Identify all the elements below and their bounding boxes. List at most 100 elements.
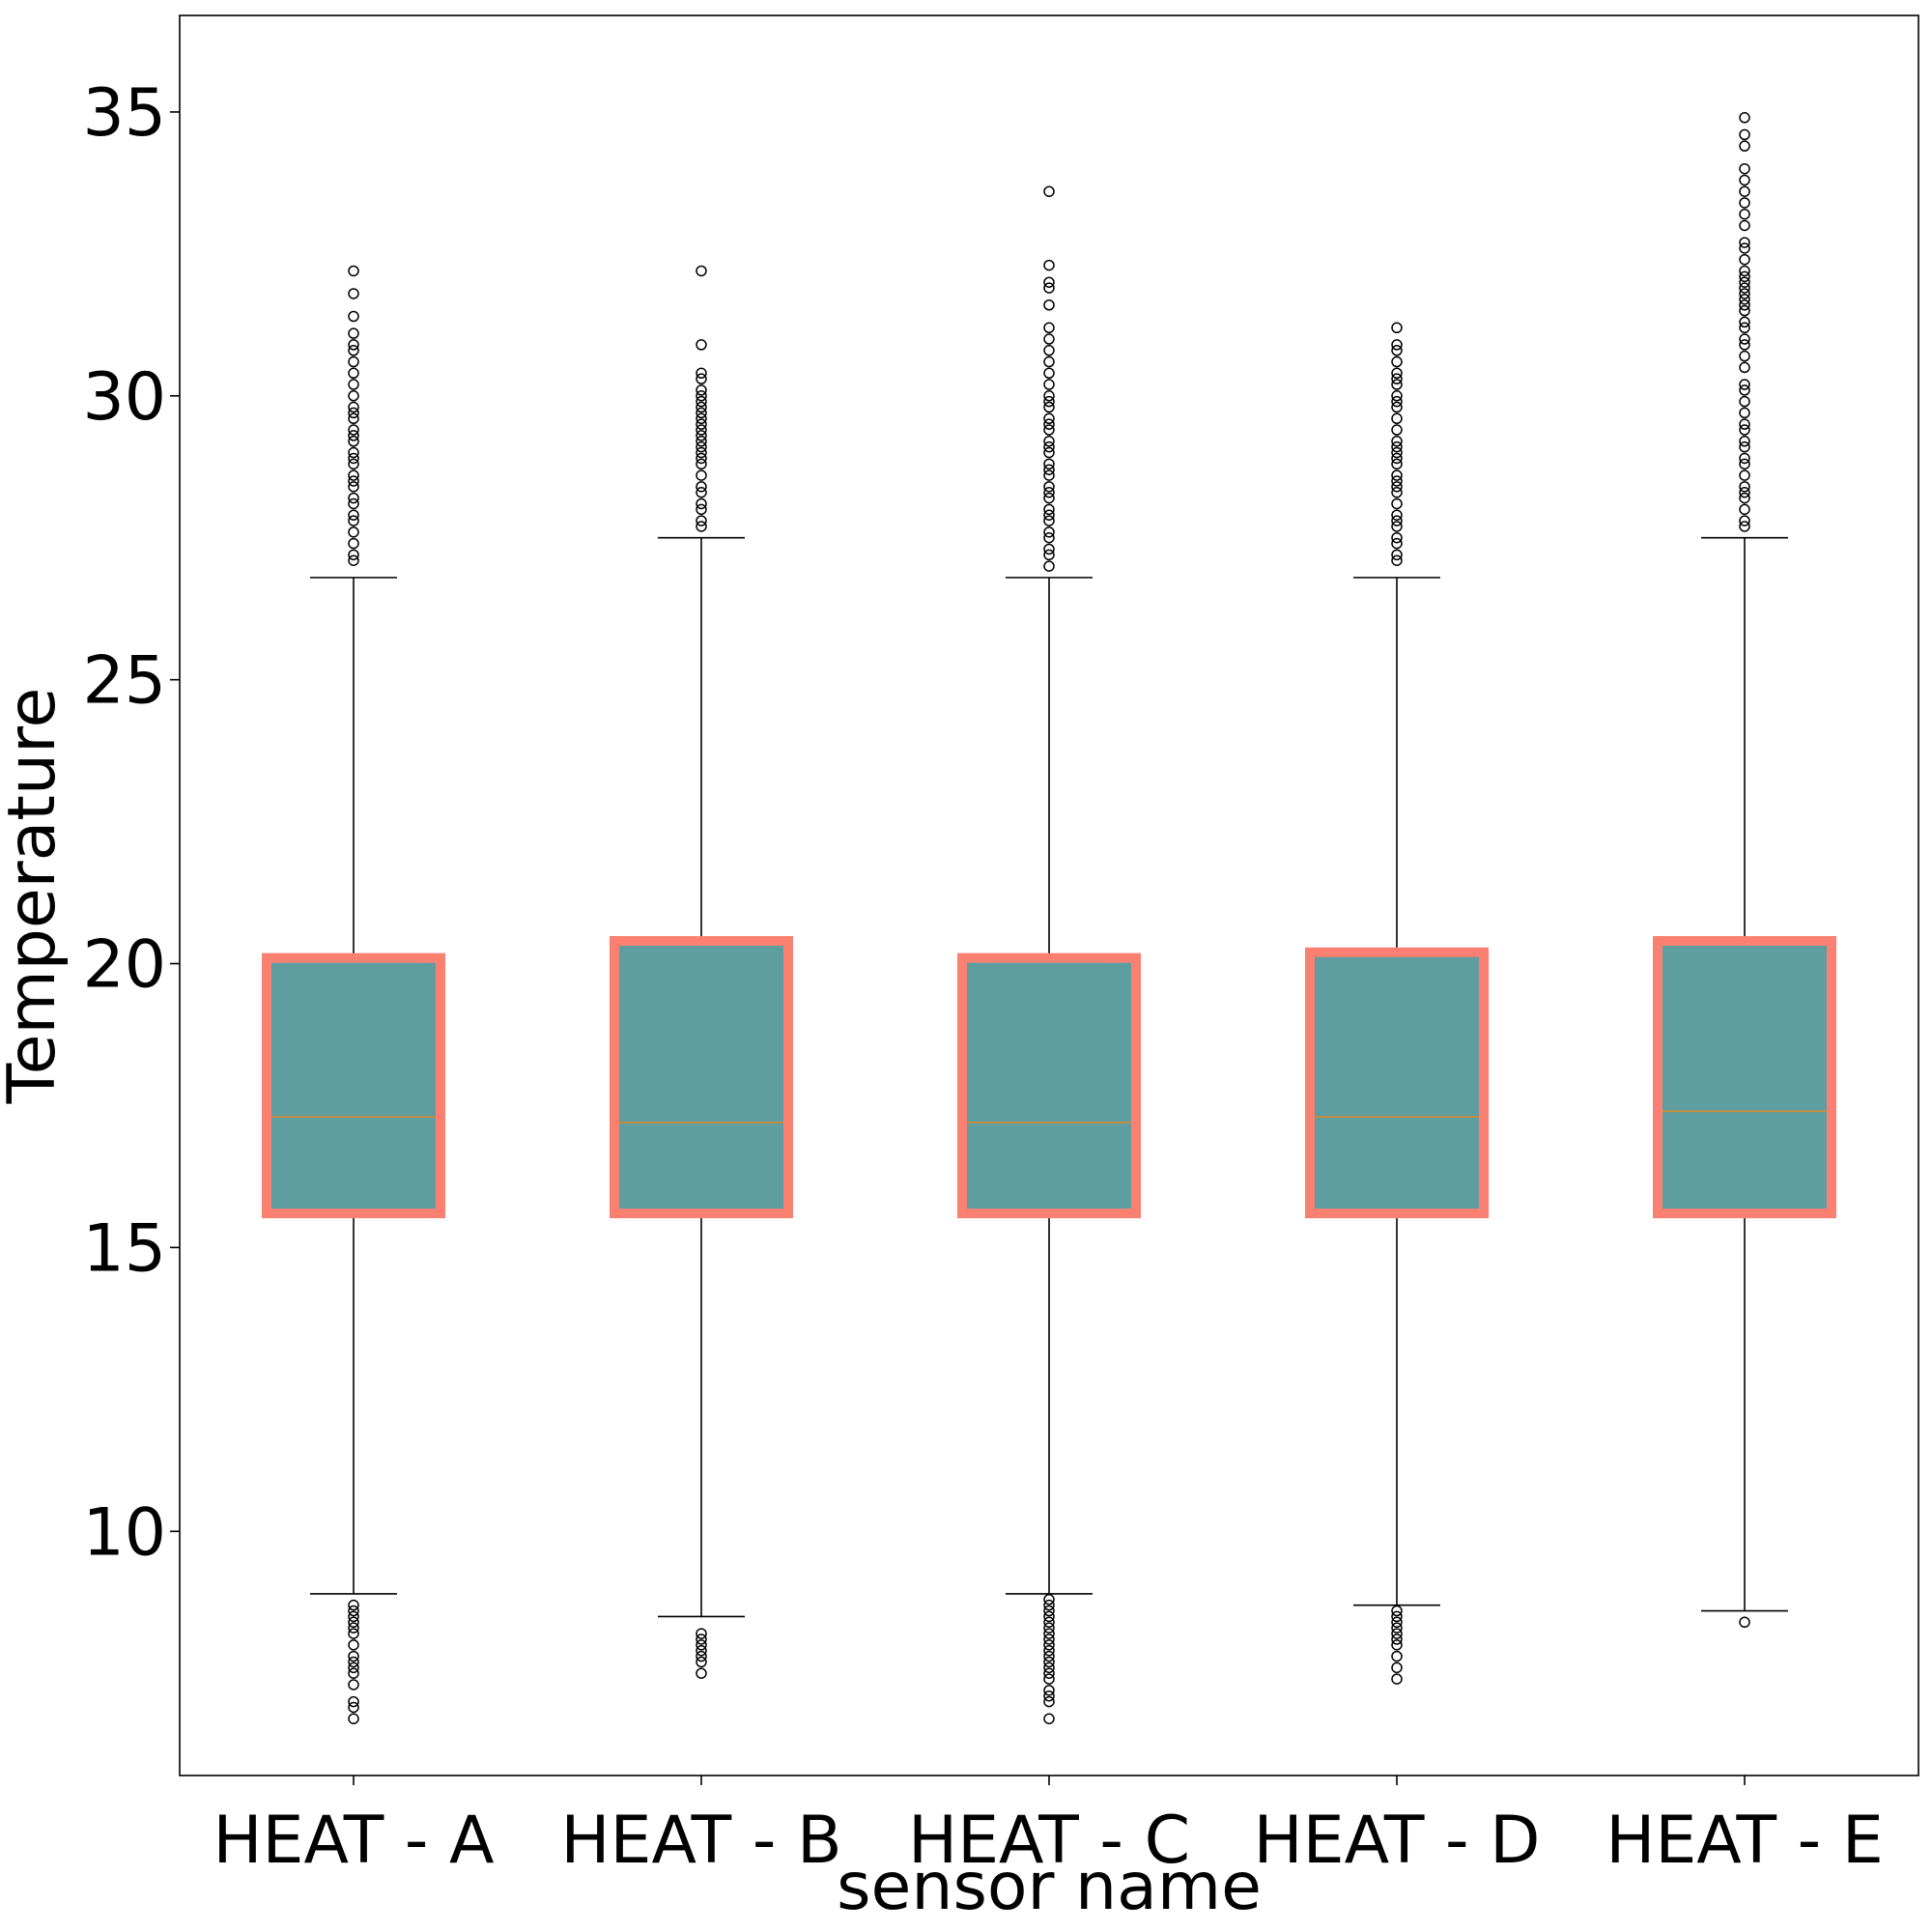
x-tick-label: HEAT - A [213,1803,494,1879]
outlier-point [1739,219,1750,232]
outlier-point [1391,379,1403,390]
outlier-point [1043,1605,1055,1617]
outlier-point [696,1639,707,1651]
outlier-point [348,1667,359,1679]
outlier-point [348,424,359,436]
outlier-point [1391,1605,1403,1617]
outlier-point [1043,401,1055,413]
outlier-point [1739,316,1750,328]
outlier-point [348,1599,359,1611]
outlier-point [1043,549,1055,561]
outlier-point [348,1701,359,1714]
outlier-point [1391,395,1403,408]
outlier-point [696,412,707,425]
outlier-point [1043,1644,1055,1657]
outlier-point [696,373,707,384]
outlier-point [1043,367,1055,380]
outlier-point [1739,282,1750,294]
outlier-point [1739,276,1750,288]
y-tick-label: 35 [82,75,166,152]
outlier-point [1391,531,1403,544]
outlier-point [1043,446,1055,459]
outlier-point [1043,515,1055,526]
outlier-point [348,1695,359,1708]
outlier-point [1043,1616,1055,1629]
outlier-point [696,458,707,470]
outlier-point [1043,492,1055,504]
outlier-point [1043,1650,1055,1662]
outlier-point [1391,355,1403,368]
box-group [1305,322,1489,1685]
outlier-point [1391,339,1403,351]
x-axis-ticks: HEAT - A HEAT - B HEAT - C HEAT - D HEAT - E [213,1776,1884,1879]
outlier-point [696,407,707,419]
outlier-point [1043,345,1055,356]
outlier-point [348,390,359,402]
outlier-point [1043,526,1055,538]
outlier-point [1043,509,1055,521]
outlier-point [1739,304,1750,317]
outlier-point [696,401,707,413]
outlier-point [1391,1628,1403,1639]
outlier-point [1043,1673,1055,1685]
outlier-point [1391,1634,1403,1645]
outlier-point [1739,298,1750,311]
outlier-point [348,497,359,510]
outlier-point [348,469,359,481]
outlier-point [1739,294,1750,305]
outlier-point [1739,270,1750,283]
box-group [1653,112,1836,1629]
outlier-point [1043,259,1055,271]
outlier-point [1043,481,1055,493]
outlier-point [1043,560,1055,572]
outlier-point [348,288,359,299]
outlier-point [1739,333,1750,345]
outlier-point [1043,379,1055,390]
outlier-point [1739,185,1750,197]
outlier-point [1043,486,1055,498]
outlier-point [696,395,707,408]
outlier-point [1391,481,1403,493]
outlier-point [348,1616,359,1629]
outlier-point [348,481,359,493]
outlier-point [348,1622,359,1634]
outlier-point [1391,440,1403,453]
outlier-point [696,481,707,493]
outlier-point [1739,350,1750,362]
box [1305,947,1489,1219]
box-group [957,185,1141,1724]
box [957,952,1141,1219]
outlier-point [1391,1650,1403,1662]
outlier-point [1391,497,1403,510]
outlier-point [696,440,707,453]
outlier-point [348,549,359,561]
outlier-point [1739,469,1750,481]
outlier-point [348,515,359,526]
outlier-point [696,452,707,465]
outlier-point [1043,531,1055,544]
outlier-point [696,265,707,277]
outlier-point [1739,503,1750,516]
outlier-point [1391,412,1403,425]
outlier-point [348,1628,359,1639]
outlier-point [696,1634,707,1645]
outlier-point [348,458,359,470]
outlier-point [1739,407,1750,419]
outlier-point [696,418,707,430]
box [1653,936,1836,1219]
outlier-point [1043,464,1055,475]
outlier-point [1391,436,1403,447]
outlier-point [348,1639,359,1651]
outlier-point [1043,418,1055,430]
outlier-point [1739,492,1750,504]
y-tick-label: 25 [82,643,166,720]
outlier-point [1739,361,1750,374]
y-tick-label: 15 [82,1210,166,1287]
outlier-point [1391,345,1403,356]
outlier-point [1739,436,1750,447]
outlier-point [1391,515,1403,526]
x-axis-label: sensor name [837,1849,1262,1925]
outlier-point [1739,162,1750,175]
outlier-point [1043,436,1055,447]
y-tick-label: 30 [82,359,166,436]
